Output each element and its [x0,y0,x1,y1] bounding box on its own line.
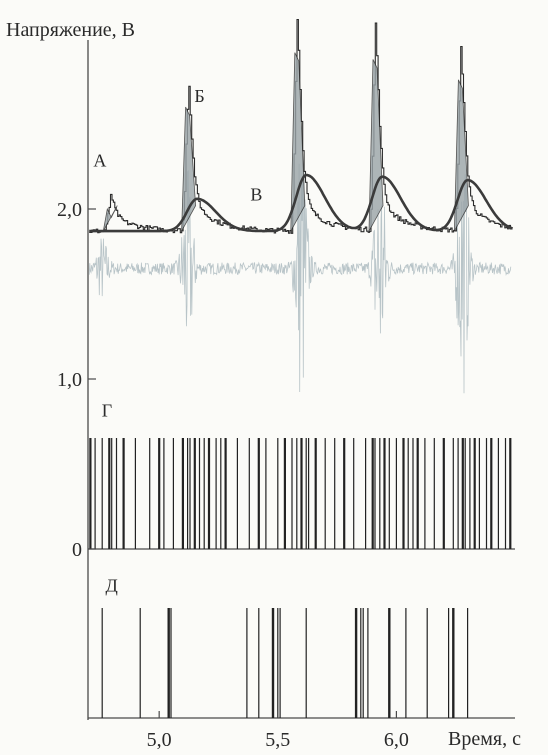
signal-oscillation-series [88,160,512,394]
annotation-label: Б [194,86,204,106]
smoothed-voltage-trace [89,173,514,233]
annotation-label: В [250,185,262,205]
y-axis-label: Напряжение, В [6,19,135,41]
smoothed-voltage-series [89,173,514,233]
axis-ticks: 0 1,0 2,0 5,0 5,5 6,0 [57,199,409,751]
annotation-label: Д [106,576,118,596]
raw-voltage-series [89,18,513,234]
y-tick-label: 2,0 [57,199,82,221]
x-tick-label: 5,0 [147,729,172,751]
annotations: А Б В Г Д [93,86,262,596]
raw-spike-0 [102,205,118,232]
y-tick-label: 0 [72,539,82,561]
x-tick-label: 5,5 [265,729,290,751]
annotation-label: А [93,151,106,171]
raw-spike-4 [454,79,469,232]
raw-spike-2 [290,52,306,232]
raw-spike-3 [368,59,384,232]
raw-spike-1 [181,106,197,232]
x-tick-label: 6,0 [384,729,409,751]
y-tick-label: 1,0 [57,369,82,391]
x-axis-label: Время, с [448,728,521,750]
raster-D [101,608,469,718]
oscillation-trace [88,160,512,394]
annotation-label: Г [102,400,112,420]
raster-G [89,438,512,549]
